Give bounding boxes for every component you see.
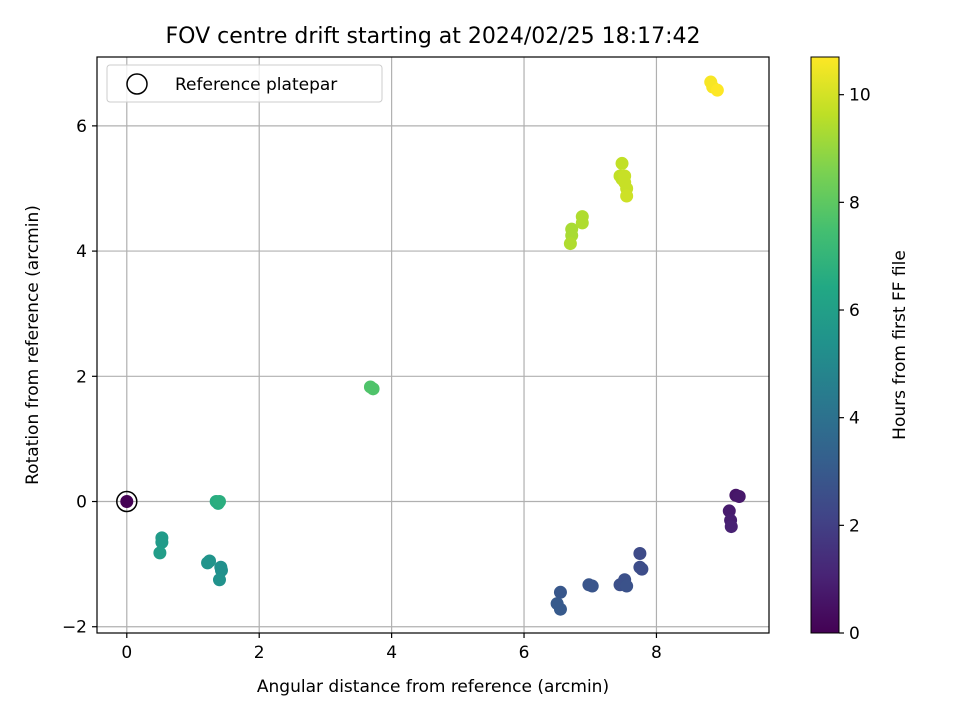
y-tick-label: 0: [76, 493, 87, 513]
data-point: [585, 579, 599, 593]
x-axis-ticks: 0 2 4 6 8: [121, 633, 662, 663]
legend: Reference platepar: [106, 64, 383, 103]
x-tick-label: 6: [519, 643, 530, 663]
y-axis-ticks: −2 0 2 4 6: [62, 117, 97, 638]
data-point: [732, 490, 746, 504]
data-point: [635, 562, 649, 576]
data-point: [633, 546, 647, 560]
colorbar-tick-label: 6: [849, 301, 860, 321]
x-tick-label: 2: [254, 643, 265, 663]
colorbar-label: Hours from first FF file: [890, 250, 910, 440]
data-point: [620, 579, 634, 593]
colorbar: 0 2 4 6 8 10 Hours from first FF file: [810, 56, 910, 644]
colorbar-tick-label: 0: [849, 624, 860, 644]
x-tick-label: 0: [121, 643, 132, 663]
colorbar-tick-label: 8: [849, 193, 860, 213]
data-point: [563, 237, 577, 251]
colorbar-gradient: [810, 56, 840, 634]
legend-box: [106, 64, 383, 103]
data-point: [153, 546, 167, 560]
y-tick-label: −2: [62, 618, 87, 638]
y-axis-label: Rotation from reference (arcmin): [23, 205, 43, 485]
data-point: [710, 83, 724, 97]
colorbar-tick-label: 2: [849, 516, 860, 536]
x-axis-label: Angular distance from reference (arcmin): [257, 677, 609, 697]
reference-platepar-marker: [116, 490, 138, 513]
data-point: [155, 535, 169, 549]
colorbar-ticks: 0 2 4 6 8 10: [839, 86, 871, 644]
grid: [97, 57, 769, 633]
data-point: [553, 602, 567, 616]
data-point: [120, 495, 134, 509]
y-tick-label: 2: [76, 367, 87, 387]
chart-title: FOV centre drift starting at 2024/02/25 …: [166, 24, 701, 49]
data-point: [212, 573, 226, 587]
y-tick-label: 6: [76, 117, 87, 137]
data-point: [615, 156, 629, 170]
data-point: [201, 556, 215, 570]
data-point: [620, 189, 634, 203]
data-point: [553, 585, 567, 599]
x-tick-label: 8: [651, 643, 662, 663]
scatter-points: [120, 75, 746, 616]
y-tick-label: 4: [76, 242, 87, 262]
colorbar-tick-label: 10: [849, 86, 871, 106]
reference-marker: [116, 490, 138, 513]
colorbar-tick-label: 4: [849, 409, 860, 429]
data-point: [575, 216, 589, 230]
plot-background: [97, 57, 769, 633]
legend-entry-reference: Reference platepar: [175, 75, 337, 95]
data-point: [366, 382, 380, 396]
plot-frame: [96, 56, 770, 634]
legend-marker-icon: [126, 73, 148, 95]
x-tick-label: 4: [386, 643, 397, 663]
data-point: [212, 495, 226, 509]
data-point: [724, 520, 738, 534]
